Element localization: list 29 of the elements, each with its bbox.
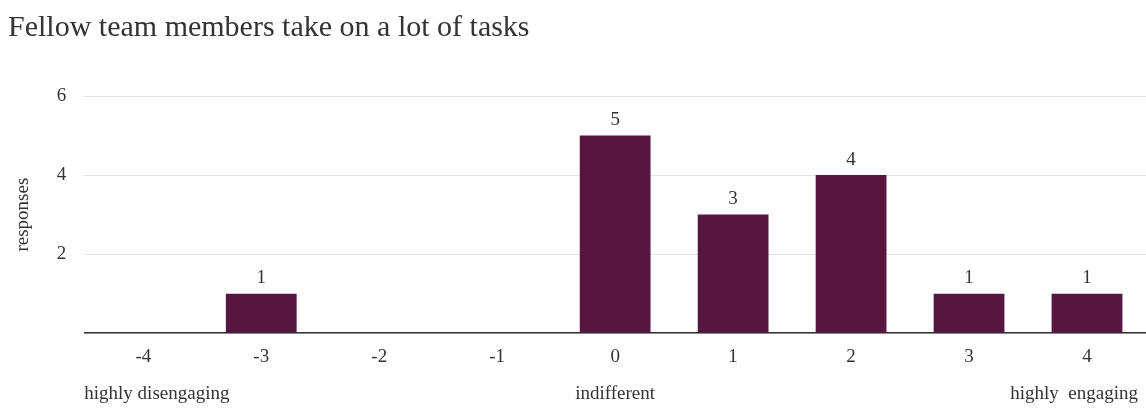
x-tick-label: -3 <box>253 344 270 366</box>
text: indifferent <box>575 382 656 404</box>
x-tick-label: 0 <box>610 344 620 366</box>
bar <box>225 293 297 333</box>
x-tick-label: -2 <box>371 344 388 366</box>
text: highly engaging <box>1010 382 1139 404</box>
y-axis-title: responses <box>11 177 33 252</box>
text: highly disengaging <box>84 382 230 404</box>
bar <box>933 293 1005 333</box>
data-label: 5 <box>610 108 620 130</box>
x-tick-label: -4 <box>135 344 152 366</box>
data-label: 1 <box>256 266 266 288</box>
y-tick-label: 6 <box>56 83 67 105</box>
data-label: 1 <box>1082 266 1092 288</box>
x-tick-label: 3 <box>964 344 974 366</box>
y-tick-label: 2 <box>56 242 67 264</box>
bar <box>697 214 769 333</box>
chart-title: Fellow team members take on a lot of tasks <box>8 8 530 42</box>
data-label: 4 <box>846 147 857 169</box>
bar <box>1051 293 1123 333</box>
x-tick-label: -1 <box>489 344 506 366</box>
x-tick-label: 4 <box>1082 344 1093 366</box>
x-tick-label: 1 <box>728 344 738 366</box>
data-label: 1 <box>964 266 974 288</box>
bar <box>815 175 887 333</box>
data-label: 3 <box>728 187 738 209</box>
x-tick-label: 2 <box>846 344 856 366</box>
bar <box>579 135 651 333</box>
y-tick-label: 4 <box>56 163 67 185</box>
